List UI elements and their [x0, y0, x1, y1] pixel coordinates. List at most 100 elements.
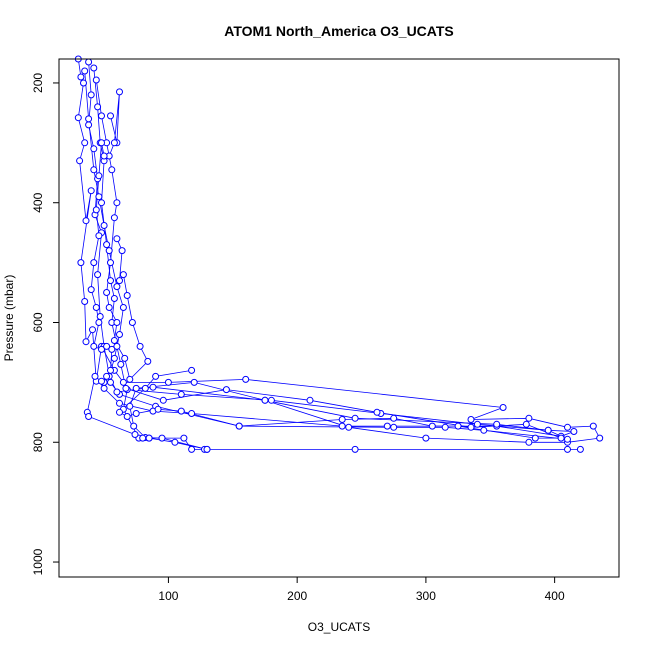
data-point — [564, 435, 571, 443]
data-point — [87, 187, 95, 195]
data-point — [164, 378, 172, 386]
data-point — [154, 405, 162, 413]
data-point — [493, 420, 501, 428]
data-point — [522, 420, 530, 428]
data-point — [467, 416, 475, 423]
data-point — [235, 422, 243, 430]
data-point — [130, 422, 138, 430]
data-point — [82, 338, 90, 346]
data-point — [525, 438, 533, 446]
data-point — [110, 295, 118, 302]
data-point — [383, 422, 391, 430]
data-point — [119, 304, 127, 311]
data-point — [116, 399, 123, 407]
x-tick-label: 400 — [545, 589, 565, 603]
data-point — [203, 445, 211, 453]
data-point — [96, 313, 104, 320]
data-point — [87, 286, 95, 294]
data-point — [74, 114, 82, 122]
data-point — [92, 206, 100, 214]
data-point — [190, 378, 198, 386]
data-point — [139, 434, 147, 442]
data-point — [118, 247, 126, 255]
data-point — [107, 112, 114, 120]
data-point — [113, 283, 121, 291]
data-point — [373, 408, 381, 416]
data-point — [81, 67, 89, 75]
data-point — [338, 422, 346, 430]
data-point — [390, 414, 398, 422]
data-point — [351, 445, 359, 453]
data-point — [570, 428, 578, 435]
data-point — [531, 434, 539, 442]
data-point — [95, 193, 103, 201]
series-points — [74, 55, 604, 453]
data-point — [95, 232, 103, 240]
data-point — [159, 396, 167, 404]
data-point — [92, 76, 100, 84]
data-point — [306, 396, 314, 404]
data-point — [145, 434, 153, 442]
data-point — [90, 145, 98, 153]
data-point — [116, 408, 123, 416]
data-point — [149, 383, 157, 391]
x-axis-label: O3_UCATS — [308, 620, 370, 634]
data-point — [85, 413, 93, 420]
data-point — [98, 139, 105, 147]
data-point — [77, 73, 85, 81]
data-point — [82, 217, 90, 225]
data-point — [113, 199, 121, 207]
data-point — [499, 404, 507, 411]
plot-frame — [58, 58, 620, 578]
y-axis-label: Pressure (mbar) — [2, 275, 16, 362]
chart-title: ATOM1 North_America O3_UCATS — [224, 23, 454, 39]
data-point — [110, 354, 118, 362]
data-point — [123, 413, 131, 420]
data-point — [117, 360, 125, 368]
data-point — [87, 91, 95, 99]
data-point — [113, 319, 121, 326]
data-point — [107, 366, 114, 374]
data-point — [222, 386, 230, 394]
data-point — [454, 422, 462, 430]
data-point — [351, 414, 359, 422]
data-point — [152, 372, 160, 380]
data-point — [131, 431, 139, 438]
data-point — [107, 277, 114, 285]
data-point — [77, 259, 85, 267]
data-point — [132, 410, 140, 417]
data-point — [81, 139, 89, 147]
y-tick-label: 400 — [31, 192, 45, 212]
data-point — [589, 422, 597, 430]
data-point — [116, 88, 123, 96]
data-point — [441, 423, 449, 431]
data-point — [103, 372, 111, 380]
data-point — [90, 64, 98, 72]
data-point — [91, 372, 99, 380]
data-point — [177, 407, 185, 415]
data-point — [90, 259, 98, 267]
data-point — [108, 166, 116, 174]
data-point — [107, 378, 114, 386]
x-axis: 100 200 300 400 — [158, 577, 565, 603]
data-point — [95, 319, 103, 326]
data-point — [267, 396, 275, 404]
x-tick-label: 300 — [416, 589, 436, 603]
data-point — [105, 247, 113, 255]
data-point — [98, 345, 105, 353]
data-point — [95, 172, 103, 180]
data-point — [126, 375, 134, 383]
y-tick-label: 800 — [31, 432, 45, 452]
y-tick-label: 600 — [31, 312, 45, 332]
data-point — [428, 422, 436, 430]
data-point — [525, 414, 533, 422]
data-point — [103, 342, 111, 350]
data-point — [242, 375, 250, 383]
data-point — [98, 112, 105, 120]
data-point — [90, 166, 98, 174]
data-point — [113, 342, 121, 350]
x-tick-label: 200 — [287, 589, 307, 603]
data-point — [98, 377, 105, 385]
data-point — [126, 402, 134, 410]
data-point — [103, 241, 111, 249]
